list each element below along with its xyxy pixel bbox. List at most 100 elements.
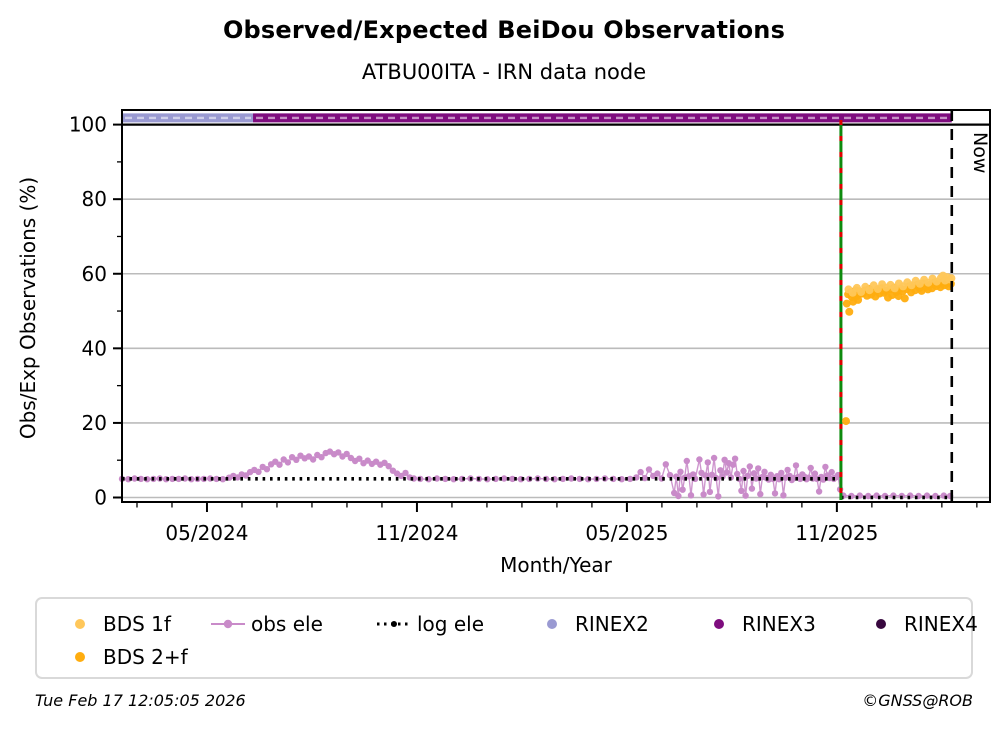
y-tick-label-80: 80 bbox=[82, 187, 107, 211]
rinex2-dot-icon bbox=[547, 618, 557, 629]
bds-1f-series bbox=[844, 271, 956, 297]
plot-frame bbox=[121, 109, 991, 503]
obs-ele-point bbox=[500, 475, 508, 482]
footer-timestamp: Tue Feb 17 12:05:05 2026 bbox=[35, 691, 246, 710]
obs-ele-point bbox=[263, 466, 271, 473]
bds-1f-point bbox=[947, 274, 956, 283]
y-tick-label-40: 40 bbox=[82, 336, 107, 360]
obs-ele-point bbox=[729, 461, 737, 468]
bds-2-f-point bbox=[842, 417, 850, 426]
obs-ele-point bbox=[822, 463, 829, 471]
obs-ele-point bbox=[343, 450, 350, 458]
obs-ele-point bbox=[679, 486, 686, 493]
x-axis-label: Month/Year bbox=[500, 553, 612, 577]
y-tick-label-0: 0 bbox=[94, 486, 107, 510]
obs-ele-point bbox=[641, 474, 648, 482]
legend: BDS 1f obs ele log ele RINEX2 RINEX3 RINEX4 BD… bbox=[35, 597, 978, 679]
bds-2-f-point bbox=[845, 307, 854, 316]
obs-ele-point bbox=[780, 492, 787, 499]
obs-ele-point bbox=[778, 469, 785, 477]
obs-ele-point bbox=[748, 485, 756, 492]
y-tick-label-20: 20 bbox=[82, 411, 107, 435]
obs-ele-point bbox=[719, 473, 726, 480]
obs-ele-point bbox=[706, 488, 714, 496]
legend-row-2: BDS 2+f bbox=[61, 640, 971, 673]
legend-item-log-ele: log ele bbox=[375, 612, 533, 636]
obs-ele-point bbox=[923, 492, 931, 499]
obs-ele-point bbox=[309, 456, 317, 463]
legend-label-rinex2: RINEX2 bbox=[575, 611, 649, 636]
y-gridlines bbox=[122, 198, 990, 499]
x-axis-ticks bbox=[136, 502, 978, 512]
obs-ele-point bbox=[815, 488, 823, 495]
obs-ele-point bbox=[654, 470, 661, 477]
obs-ele-point bbox=[645, 466, 653, 473]
obs-ele-point bbox=[761, 468, 768, 475]
obs-ele-point bbox=[828, 468, 835, 476]
obs-ele-series bbox=[118, 448, 954, 500]
rinex2-marker-icon bbox=[533, 617, 571, 631]
obs-ele-point bbox=[677, 468, 684, 475]
obs-ele-point bbox=[757, 490, 764, 498]
now-label: Now bbox=[969, 132, 991, 173]
rinex3-dot-icon bbox=[714, 618, 724, 629]
legend-label-bds-1f: BDS 1f bbox=[103, 611, 171, 636]
legend-label-bds-2-f: BDS 2+f bbox=[103, 644, 188, 669]
obs-ele-point bbox=[683, 457, 690, 465]
y-axis-ticks bbox=[113, 123, 122, 499]
x-tick-labels: 05/2024 11/2024 05/2025 11/2025 bbox=[165, 521, 878, 545]
legend-row-1: BDS 1f obs ele log ele RINEX2 RINEX3 RINEX4 bbox=[61, 607, 978, 640]
rinex4-marker-icon bbox=[862, 617, 900, 631]
legend-item-rinex4: RINEX4 bbox=[862, 612, 992, 636]
obs-ele-point bbox=[755, 465, 762, 472]
obs-ele-point bbox=[662, 461, 669, 468]
obs-ele-point bbox=[738, 487, 745, 494]
x-tick-label-05-2025: 05/2025 bbox=[585, 521, 668, 545]
x-tick-label-11-2025: 11/2025 bbox=[795, 521, 878, 545]
y-tick-label-60: 60 bbox=[82, 262, 107, 286]
obs-ele-point bbox=[335, 449, 342, 456]
bds-2-f-point bbox=[900, 294, 909, 303]
obs-ele-point bbox=[318, 454, 325, 461]
obs-ele-point bbox=[637, 468, 644, 476]
legend-item-rinex2: RINEX2 bbox=[533, 612, 700, 636]
obs-ele-point bbox=[750, 470, 758, 477]
chart-title: Observed/Expected BeiDou Observations bbox=[222, 16, 786, 44]
legend-label-rinex4: RINEX4 bbox=[904, 611, 978, 636]
obs-ele-point bbox=[276, 461, 283, 468]
bds-2-f-series bbox=[842, 278, 955, 426]
obs-ele-point bbox=[687, 492, 695, 499]
obs-ele-point bbox=[509, 475, 516, 483]
legend-item-obs-ele: obs ele bbox=[209, 612, 375, 636]
obs-ele-point bbox=[675, 492, 682, 500]
obs-ele-point bbox=[740, 467, 747, 475]
obs-ele-point bbox=[626, 475, 634, 483]
legend-label-obs-ele: obs ele bbox=[251, 611, 323, 636]
y-tick-labels: 0 20 40 60 80 100 bbox=[69, 113, 107, 510]
obs-ele-point bbox=[792, 462, 800, 469]
obs-ele-point bbox=[734, 470, 741, 478]
obs-ele-point bbox=[784, 466, 791, 474]
obs-ele-point bbox=[742, 492, 749, 499]
bds-2-f-dot-icon bbox=[75, 651, 85, 662]
obs-ele-point bbox=[219, 476, 226, 483]
obs-ele-point bbox=[820, 476, 827, 483]
obs-ele-point bbox=[746, 463, 753, 470]
obs-ele-point bbox=[807, 464, 814, 472]
rinex4-dot-icon bbox=[876, 618, 886, 629]
legend-item-rinex3: RINEX3 bbox=[700, 612, 862, 636]
obs-ele-point bbox=[710, 454, 718, 462]
obs-ele-point bbox=[723, 469, 730, 476]
bds-1f-marker-icon bbox=[61, 617, 99, 631]
obs-ele-point bbox=[666, 471, 674, 479]
legend-item-bds-2-f: BDS 2+f bbox=[61, 645, 209, 669]
obs-ele-point bbox=[284, 459, 292, 466]
obs-ele-point bbox=[131, 475, 138, 482]
legend-item-bds-1f: BDS 1f bbox=[61, 612, 209, 636]
bds-2-f-marker-icon bbox=[61, 650, 99, 664]
obs-ele-point bbox=[811, 470, 819, 477]
y-tick-label-100: 100 bbox=[69, 113, 107, 137]
obs-ele-point bbox=[255, 468, 262, 475]
